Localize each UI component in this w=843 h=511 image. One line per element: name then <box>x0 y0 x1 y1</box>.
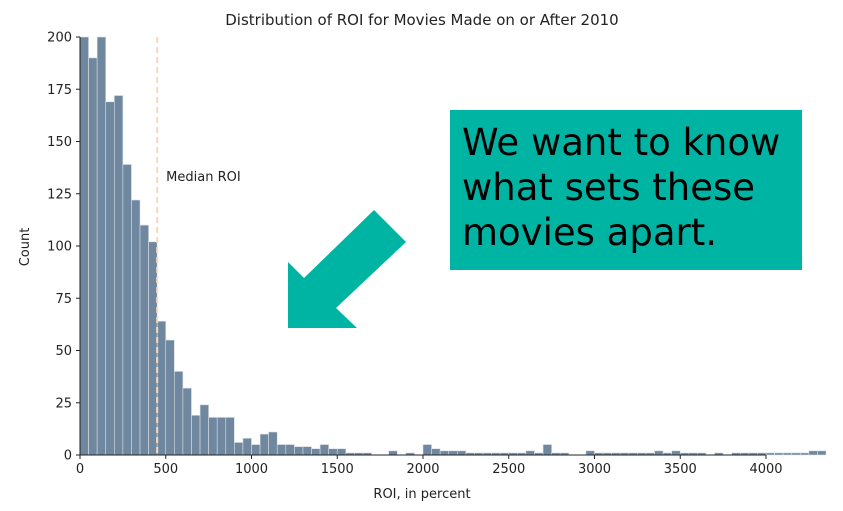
histogram-bar <box>182 387 192 456</box>
histogram-bar <box>791 452 801 456</box>
y-tick-label: 150 <box>47 135 72 150</box>
y-tick-label: 25 <box>55 396 72 411</box>
x-tick-label: 2500 <box>492 462 525 477</box>
histogram-bar <box>774 452 784 456</box>
histogram-bar <box>88 57 98 456</box>
callout-line-1: We want to know <box>462 121 781 164</box>
histogram-bar <box>525 450 535 456</box>
chart-title: Distribution of ROI for Movies Made on o… <box>225 11 618 29</box>
histogram-bar <box>294 446 304 456</box>
histogram-bar <box>225 417 235 456</box>
histogram-bar <box>216 417 227 456</box>
y-tick-label: 100 <box>47 240 72 255</box>
x-tick-label: 0 <box>76 462 84 477</box>
y-tick-label: 175 <box>47 83 72 98</box>
histogram-bar <box>302 446 312 456</box>
x-tick-label: 2000 <box>406 462 439 477</box>
histogram-bar <box>251 444 261 456</box>
x-tick-label: 3000 <box>578 462 611 477</box>
x-tick-label: 1000 <box>235 462 268 477</box>
histogram-bar <box>259 433 269 456</box>
histogram-bar <box>174 371 184 456</box>
histogram-bar <box>276 444 287 456</box>
histogram-bar <box>585 450 595 456</box>
histogram-bar <box>319 444 329 456</box>
callout-box: We want to know what sets these movies a… <box>450 110 802 270</box>
histogram-bar <box>96 36 107 456</box>
histogram-bar <box>165 339 175 456</box>
histogram-bar <box>285 444 295 456</box>
histogram-bar <box>105 101 115 456</box>
y-tick-label: 75 <box>55 292 72 307</box>
histogram-bar <box>79 36 89 456</box>
histogram-bar <box>448 450 458 456</box>
median-roi-label: Median ROI <box>166 170 241 185</box>
histogram-bar <box>328 448 338 456</box>
histogram-bar <box>208 417 218 456</box>
histogram-bar <box>388 450 398 456</box>
x-tick-label: 3500 <box>664 462 697 477</box>
histogram-bar <box>542 444 552 456</box>
histogram-bar <box>311 448 321 456</box>
y-tick-label: 125 <box>47 187 72 202</box>
histogram-bar <box>199 404 209 456</box>
histogram-bar <box>148 241 158 456</box>
histogram-bar <box>439 450 450 456</box>
histogram-bar <box>114 95 124 456</box>
histogram-bars <box>79 36 827 456</box>
histogram-bar <box>156 320 167 456</box>
callout-line-3: movies apart. <box>462 211 717 254</box>
x-axis-label: ROI, in percent <box>373 487 470 502</box>
histogram-bar <box>799 452 810 456</box>
histogram-bar <box>268 431 278 456</box>
histogram-bar <box>817 450 827 456</box>
histogram-bar <box>782 452 793 456</box>
histogram-bar <box>191 414 201 456</box>
y-axis-ticks: 0 25 50 75 100 125 150 175 200 <box>47 31 80 464</box>
histogram-bar <box>139 224 149 456</box>
histogram-bar <box>808 450 818 456</box>
x-tick-label: 500 <box>153 462 178 477</box>
y-axis-label: Count <box>18 228 33 267</box>
histogram-bar <box>456 450 467 456</box>
histogram-bar <box>242 437 252 456</box>
histogram-bar <box>671 450 681 456</box>
y-tick-label: 50 <box>55 344 72 359</box>
y-tick-label: 0 <box>64 449 72 464</box>
histogram-bar <box>131 199 141 456</box>
x-tick-label: 1500 <box>321 462 354 477</box>
x-tick-label: 4000 <box>749 462 782 477</box>
histogram-bar <box>765 452 775 456</box>
callout-line-2: what sets these <box>462 166 756 209</box>
histogram-bar <box>431 448 441 456</box>
histogram-bar <box>422 444 432 456</box>
histogram-bar <box>336 448 347 456</box>
x-axis-ticks: 0 500 1000 1500 2000 2500 3000 3500 4000 <box>76 455 783 477</box>
histogram-bar <box>654 450 664 456</box>
arrow-down-left-icon <box>288 210 406 328</box>
histogram-bar <box>234 442 244 456</box>
y-tick-label: 200 <box>47 31 72 46</box>
histogram-bar <box>122 164 132 456</box>
